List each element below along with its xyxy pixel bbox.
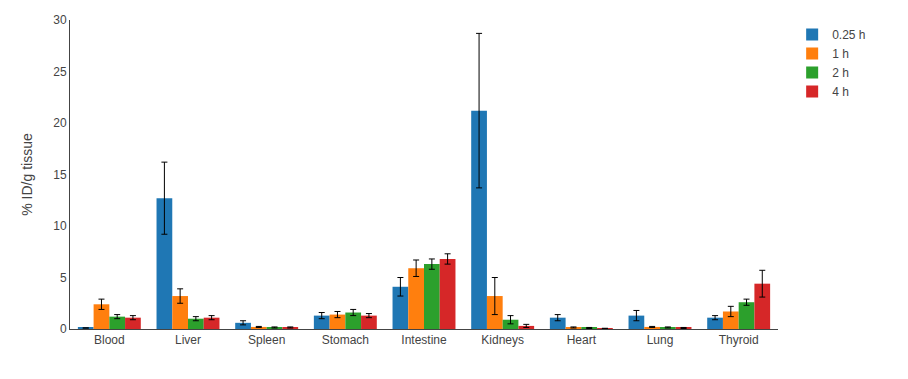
svg-text:4 h: 4 h [832,85,849,99]
svg-text:% ID/g tissue: % ID/g tissue [19,133,35,216]
svg-text:Intestine: Intestine [401,333,447,347]
svg-text:5: 5 [60,271,67,285]
svg-text:Spleen: Spleen [248,333,285,347]
svg-text:Liver: Liver [175,333,201,347]
svg-text:Blood: Blood [94,333,125,347]
svg-text:20: 20 [53,116,67,130]
svg-text:0.25 h: 0.25 h [832,28,865,42]
svg-text:15: 15 [53,168,67,182]
svg-text:1 h: 1 h [832,47,849,61]
svg-text:10: 10 [53,219,67,233]
svg-text:2 h: 2 h [832,66,849,80]
svg-text:Lung: Lung [647,333,674,347]
svg-text:30: 30 [53,13,67,27]
svg-text:Stomach: Stomach [322,333,369,347]
svg-text:0: 0 [60,322,67,336]
svg-text:25: 25 [53,65,67,79]
svg-text:Heart: Heart [567,333,597,347]
svg-text:Kidneys: Kidneys [481,333,524,347]
svg-text:Thyroid: Thyroid [719,333,759,347]
